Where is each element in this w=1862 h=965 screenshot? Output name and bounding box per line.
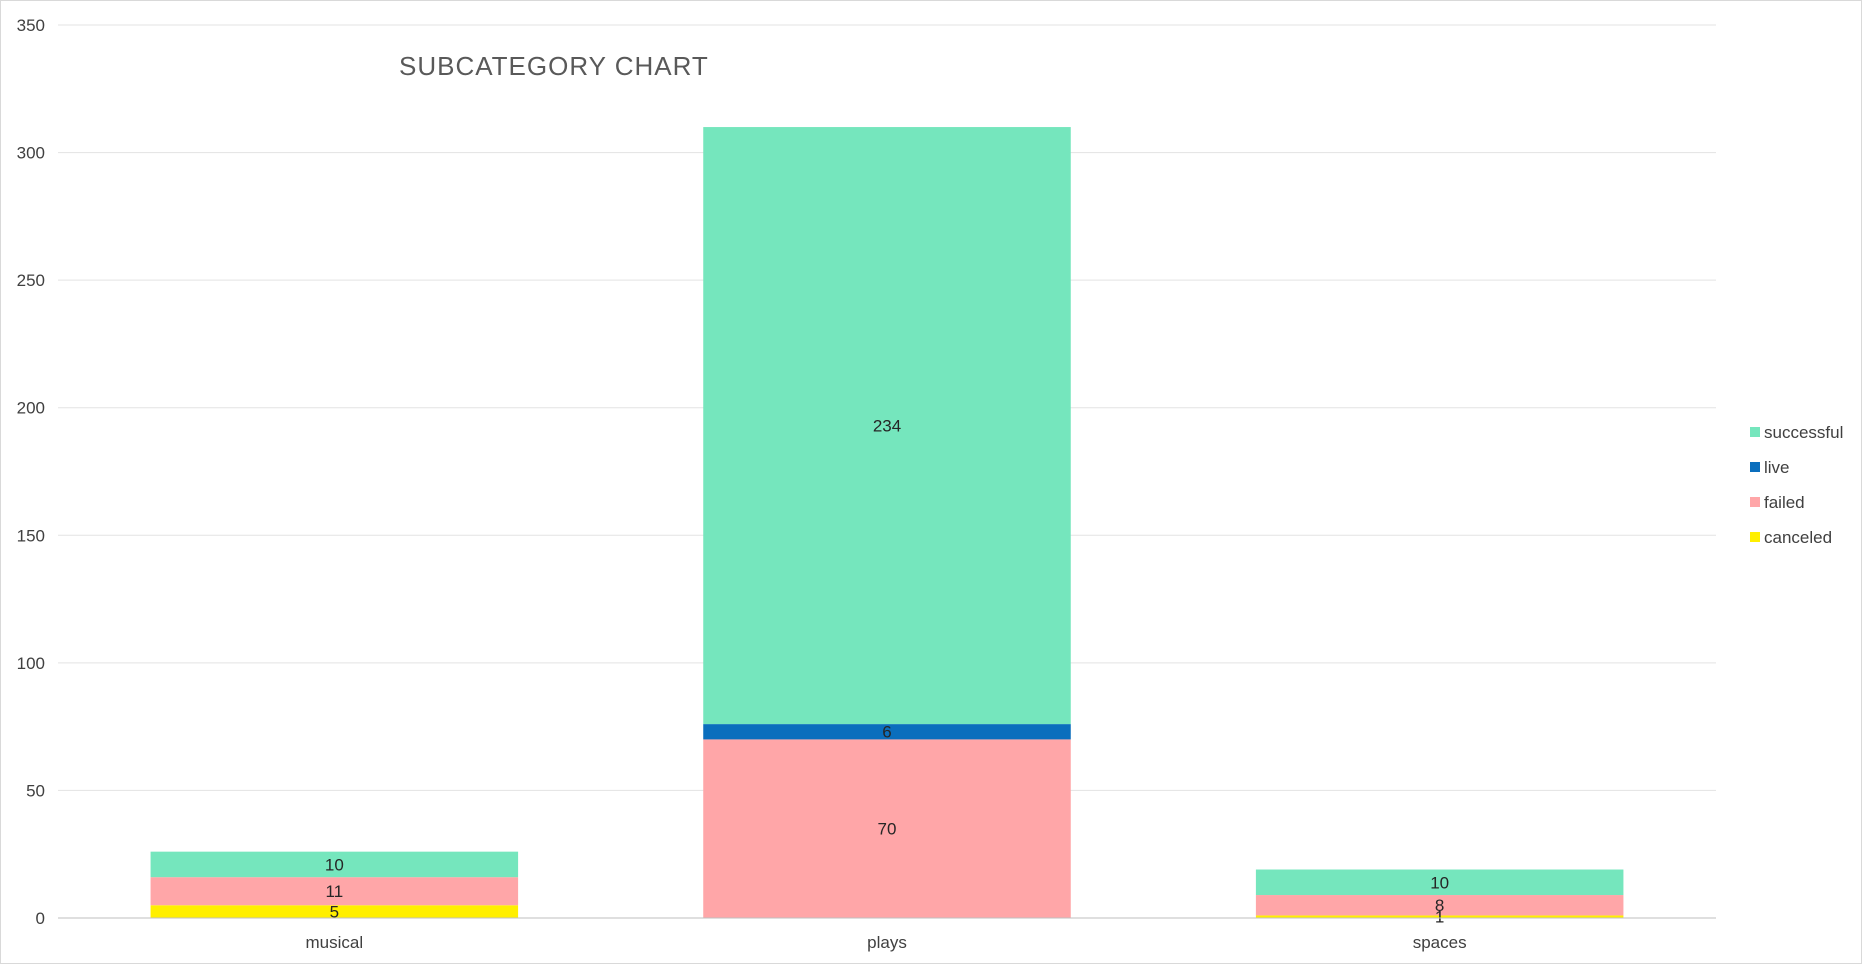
legend-swatch-successful (1750, 427, 1760, 437)
y-tick-label: 100 (17, 654, 45, 673)
legend-swatch-canceled (1750, 532, 1760, 542)
data-label-spaces-successful: 10 (1430, 873, 1449, 892)
bar-segment-spaces-canceled (1255, 915, 1624, 918)
legend-swatch-failed (1750, 497, 1760, 507)
legend-label-failed: failed (1764, 493, 1805, 512)
y-tick-label: 350 (17, 16, 45, 35)
bar-segment-spaces-successful (1255, 869, 1624, 896)
legend-swatch-live (1750, 462, 1760, 472)
x-tick-label-spaces: spaces (1413, 933, 1467, 952)
x-tick-label-plays: plays (867, 933, 907, 952)
bar-segment-plays-failed (703, 739, 1071, 918)
legend: successful live failed canceled (1750, 423, 1843, 547)
data-label-musical-failed: 11 (326, 882, 344, 901)
bar-segment-plays-live (703, 724, 1071, 740)
bar-segment-musical-failed (150, 877, 519, 906)
legend-label-live: live (1764, 458, 1790, 477)
x-tick-label-musical: musical (306, 933, 364, 952)
y-tick-label: 0 (36, 909, 45, 928)
data-labels: 5 11 10 70 6 234 18 10 (325, 417, 1449, 927)
legend-label-successful: successful (1764, 423, 1843, 442)
bar-segment-musical-canceled (150, 905, 519, 918)
data-label-musical-canceled: 5 (330, 903, 339, 922)
y-tick-label: 300 (17, 144, 45, 163)
data-label-plays-successful: 234 (873, 417, 901, 436)
data-label-plays-live: 6 (882, 723, 891, 742)
legend-label-canceled: canceled (1764, 528, 1832, 547)
bar-segment-musical-successful (150, 851, 519, 878)
y-tick-label: 150 (17, 526, 45, 545)
y-tick-label: 50 (26, 781, 45, 800)
data-label-plays-failed: 70 (878, 820, 897, 839)
data-label-spaces-canceled: 1 (1435, 908, 1444, 927)
y-tick-label: 250 (17, 271, 45, 290)
bar-segment-spaces-failed (1255, 895, 1624, 916)
bars (150, 127, 1624, 918)
data-label-spaces-failed: 8 (1435, 896, 1444, 915)
x-axis-tick-labels: musical plays spaces (306, 933, 1467, 952)
data-label-musical-successful: 10 (325, 855, 344, 874)
bar-segment-plays-successful (703, 127, 1071, 725)
y-axis-tick-labels: 0 50 100 150 200 250 300 350 (17, 16, 45, 928)
chart-title: SUBCATEGORY CHART (399, 51, 709, 81)
y-tick-label: 200 (17, 399, 45, 418)
